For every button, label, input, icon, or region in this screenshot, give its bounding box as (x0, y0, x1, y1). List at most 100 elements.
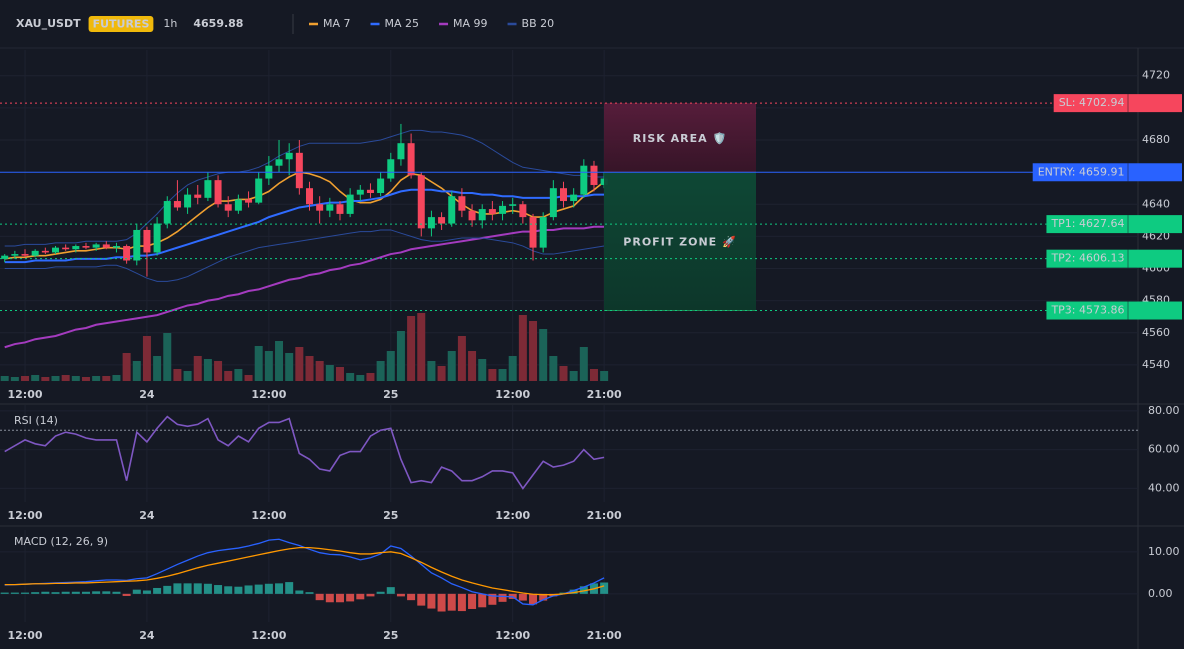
volume-bar (386, 351, 395, 381)
histogram-bar (0, 592, 9, 594)
y-tick-label: 60.00 (1148, 443, 1180, 456)
histogram-bar (153, 587, 162, 594)
candle-body (306, 188, 313, 205)
y-tick-label: 4640 (1142, 197, 1170, 210)
histogram-bar (21, 592, 30, 594)
histogram-bar (51, 592, 60, 594)
volume-bar (244, 375, 253, 381)
zone-label: PROFIT ZONE 🚀 (623, 235, 736, 248)
panel-title: MACD (12, 26, 9) (14, 535, 108, 548)
bb-upper-line (4, 129, 605, 247)
histogram-bar (498, 593, 507, 602)
volume-bar (92, 376, 101, 381)
volume-bar (285, 353, 294, 381)
interval: 1h (163, 17, 177, 30)
volume-bar (549, 356, 558, 381)
histogram-bar (244, 585, 253, 594)
volume-bar (71, 376, 80, 381)
volume-bar (122, 353, 131, 381)
volume-bar (498, 369, 507, 381)
histogram-bar (325, 593, 334, 603)
histogram-bar (234, 586, 243, 594)
histogram-bar (366, 593, 375, 597)
candle-body (366, 189, 374, 194)
histogram-bar (214, 585, 223, 594)
volume-bar (21, 376, 30, 381)
volume-bar (0, 376, 9, 381)
histogram-bar (203, 583, 212, 594)
volume-bar (518, 315, 527, 381)
level-label: TP1: 4627.64 (1050, 217, 1124, 230)
volume-bar (457, 336, 466, 381)
volume-bar (346, 373, 355, 381)
volume-bar (264, 351, 273, 381)
volume-bar (529, 321, 538, 381)
x-tick-label: 12:00 (8, 509, 43, 522)
candle-body (295, 152, 303, 189)
volume-bar (488, 369, 497, 381)
market-badge (88, 16, 154, 32)
histogram-bar (600, 582, 609, 594)
histogram-bar (41, 591, 50, 594)
candle-body (519, 204, 527, 218)
ma-line (4, 188, 605, 264)
histogram-bar (142, 590, 151, 594)
candle-body (407, 143, 415, 176)
x-tick-label: 25 (383, 509, 398, 522)
y-tick-label: 80.00 (1148, 404, 1180, 417)
volume-bar (417, 313, 426, 381)
candle-body (214, 180, 222, 205)
x-tick-label: 24 (139, 629, 155, 642)
legend-label: MA 7 (323, 17, 351, 30)
volume-bar (153, 356, 162, 381)
candle-body (560, 188, 567, 202)
volume-bar (224, 371, 233, 381)
histogram-bar (569, 589, 578, 594)
candle-body (123, 246, 131, 261)
histogram-bar (61, 591, 70, 594)
histogram-bar (335, 593, 344, 603)
volume-bar (183, 371, 192, 381)
y-tick-label: 4680 (1142, 133, 1170, 146)
volume-bar (325, 365, 334, 381)
volume-bar (112, 375, 121, 381)
candle-body (255, 178, 263, 203)
volume-bar (447, 351, 456, 381)
volume-bar (437, 366, 446, 381)
histogram-bar (417, 593, 426, 606)
histogram-bar (173, 583, 182, 594)
candle-body (529, 217, 537, 248)
volume-bar (305, 356, 314, 381)
histogram-bar (407, 593, 416, 601)
level-badge (1046, 249, 1182, 268)
bb-lower-line (4, 229, 605, 282)
candle-body (62, 247, 70, 250)
candle-body (204, 180, 212, 198)
histogram-bar (457, 593, 466, 612)
legend-label: MA 99 (453, 17, 488, 30)
histogram-bar (305, 592, 314, 594)
histogram-bar (478, 593, 487, 608)
volume-bar (589, 369, 598, 381)
volume-bar (559, 366, 568, 381)
x-tick-label: 12:00 (8, 629, 43, 642)
volume-bar (41, 377, 50, 381)
candle-body (82, 246, 90, 248)
overlay-layer: XAU_USDT FUTURES 1h 4659.88 MA 7 MA 25 MA 99 BB… (0, 16, 1182, 642)
histogram-bar (31, 592, 40, 594)
x-tick-label: 12:00 (495, 388, 530, 401)
x-tick-label: 21:00 (587, 388, 622, 401)
legend-label: BB 20 (522, 17, 555, 30)
histogram-bar (112, 591, 121, 594)
volume-bar (234, 369, 243, 381)
histogram-bar (356, 593, 365, 600)
level-label: TP3: 4573.86 (1050, 304, 1124, 317)
histogram-bar (71, 591, 80, 594)
histogram-bar (122, 593, 131, 596)
volume-bar (61, 375, 70, 381)
ma-line (4, 225, 605, 349)
histogram-bar (264, 583, 273, 594)
volume-bar (102, 376, 111, 381)
histogram-bar (579, 586, 588, 594)
histogram-bar (254, 584, 263, 594)
